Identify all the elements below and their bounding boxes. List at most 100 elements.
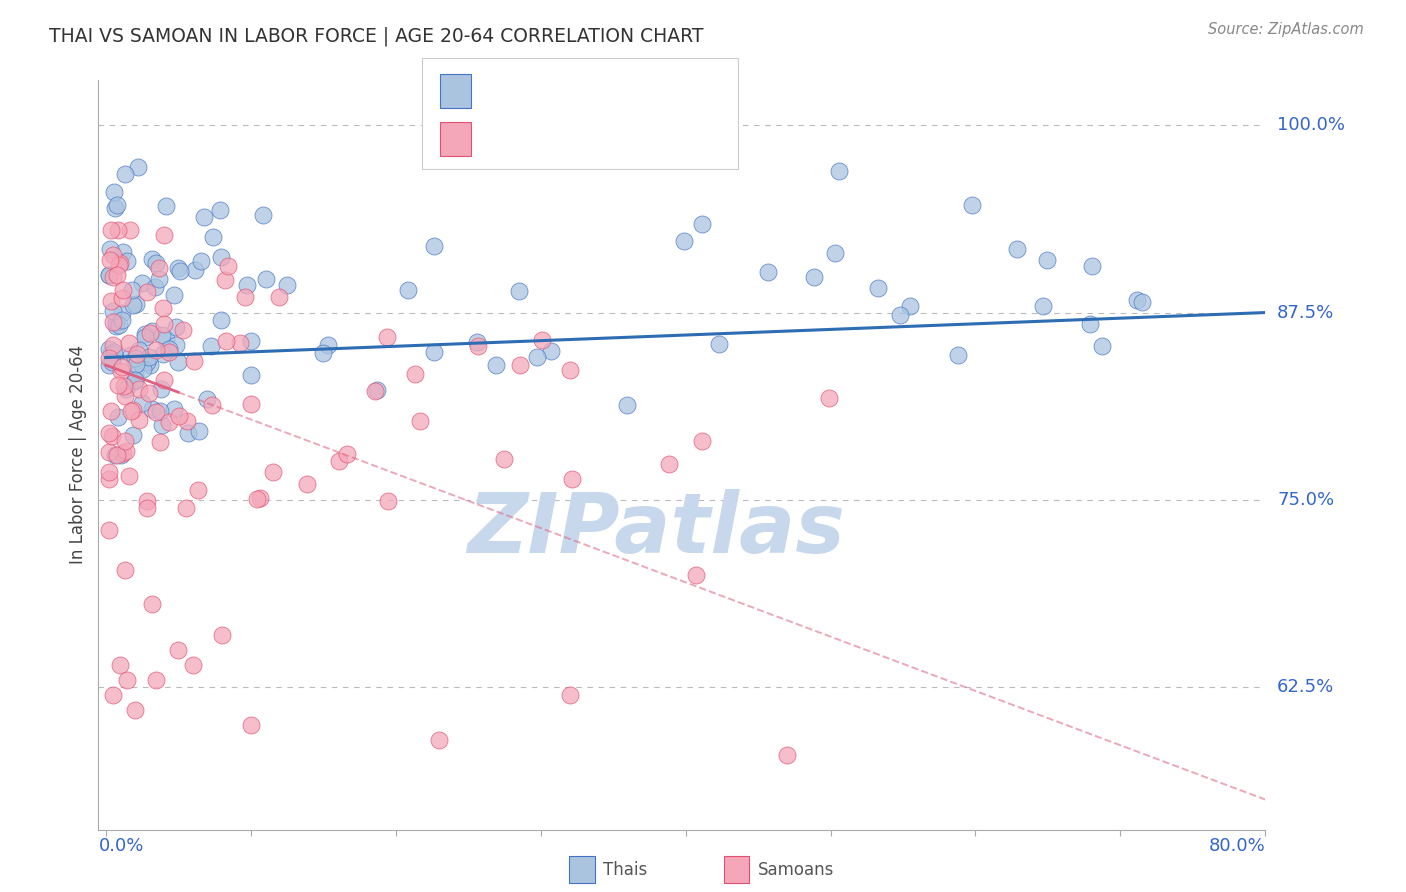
Point [148, 260, 170, 275]
Point [101, 315, 124, 329]
Point [107, 223, 129, 237]
Point [97, 472, 120, 486]
Point [114, 563, 136, 577]
Point [136, 285, 159, 299]
Point [312, 345, 335, 359]
Point [267, 290, 290, 304]
Point [138, 326, 160, 340]
Point [139, 358, 162, 372]
Text: Source: ZipAtlas.com: Source: ZipAtlas.com [1208, 22, 1364, 37]
Point [107, 410, 129, 425]
Point [112, 283, 135, 297]
Point [141, 252, 163, 266]
Point [122, 298, 145, 312]
Point [131, 276, 153, 290]
Point [467, 339, 489, 353]
Point [427, 732, 450, 747]
Point [120, 404, 142, 418]
Point [409, 414, 432, 428]
Point [143, 280, 166, 294]
Point [114, 389, 136, 403]
Point [214, 273, 236, 287]
Point [423, 345, 446, 359]
Text: 75.0%: 75.0% [1277, 491, 1334, 508]
Point [217, 260, 239, 274]
Point [181, 657, 204, 672]
Point [1036, 253, 1059, 268]
Point [152, 301, 174, 315]
Point [1126, 293, 1149, 307]
Point [176, 414, 198, 428]
Point [107, 377, 129, 392]
Point [1078, 318, 1101, 332]
Point [141, 401, 163, 416]
Point [165, 319, 187, 334]
Point [756, 265, 779, 279]
Point [148, 272, 170, 286]
Point [111, 360, 134, 375]
Point [818, 391, 841, 405]
Point [155, 333, 177, 347]
Point [485, 358, 508, 372]
Point [201, 398, 224, 412]
Point [197, 392, 219, 406]
Text: Thais: Thais [603, 861, 647, 879]
Point [152, 373, 174, 387]
Point [165, 338, 187, 352]
Point [145, 673, 167, 687]
Point [690, 434, 713, 448]
Point [561, 472, 583, 486]
Point [145, 405, 167, 419]
Point [685, 568, 707, 582]
Point [254, 272, 277, 286]
Point [98, 351, 121, 365]
Point [103, 185, 125, 199]
Point [124, 351, 146, 366]
Point [262, 465, 284, 479]
Point [193, 210, 215, 224]
Point [134, 327, 156, 342]
Point [190, 253, 212, 268]
Text: 62.5%: 62.5% [1277, 678, 1334, 696]
Point [246, 491, 269, 506]
Point [163, 287, 186, 301]
Point [125, 296, 148, 310]
Point [97, 523, 120, 537]
Point [149, 403, 172, 417]
Text: R =  0.332   N = 115: R = 0.332 N = 115 [482, 82, 655, 100]
Point [128, 343, 150, 357]
Point [97, 342, 120, 356]
Point [124, 374, 146, 388]
Point [115, 382, 138, 396]
Point [111, 306, 134, 320]
Point [239, 717, 262, 731]
Point [107, 258, 129, 272]
Point [103, 201, 125, 215]
Point [167, 642, 190, 657]
Point [141, 597, 163, 611]
Point [558, 688, 581, 702]
Point [252, 208, 274, 222]
Point [328, 454, 350, 468]
Point [97, 466, 120, 480]
Point [188, 424, 211, 438]
Point [209, 202, 232, 217]
Point [396, 284, 419, 298]
Point [336, 446, 359, 460]
Point [97, 268, 120, 282]
Point [526, 350, 548, 364]
Point [104, 448, 127, 462]
Point [122, 428, 145, 442]
Point [97, 445, 120, 459]
Point [115, 444, 138, 458]
Text: ZIPatlas: ZIPatlas [468, 490, 845, 570]
Point [150, 327, 173, 342]
Point [121, 284, 143, 298]
Point [249, 491, 271, 505]
Point [827, 163, 849, 178]
Point [239, 368, 262, 383]
Point [103, 338, 125, 352]
Point [108, 657, 131, 672]
Point [366, 383, 388, 397]
Point [1080, 259, 1102, 273]
